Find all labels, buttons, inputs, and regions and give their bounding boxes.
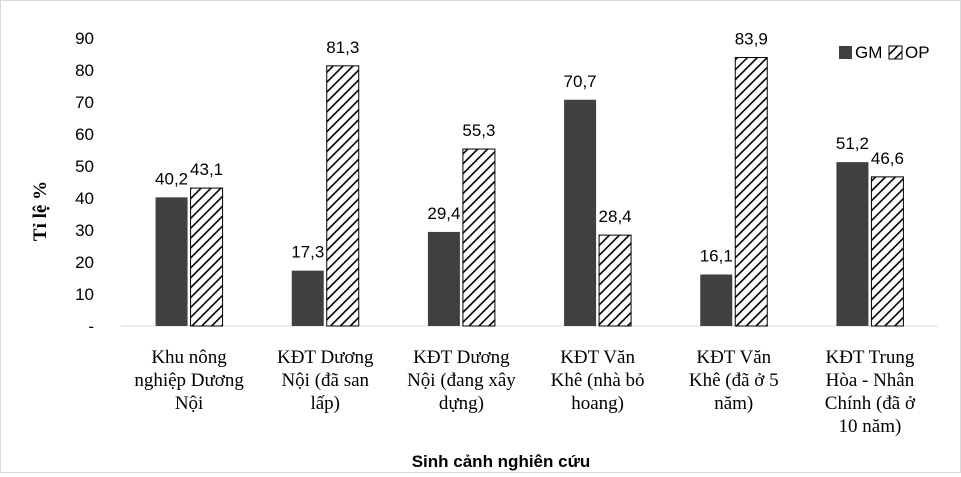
data-label: 81,3 <box>326 38 359 57</box>
y-tick-label: 70 <box>75 93 94 112</box>
bar-op <box>598 234 632 327</box>
legend-label-gm: GM <box>855 43 882 62</box>
data-label: 43,1 <box>190 160 223 179</box>
category-label: KĐT Dương Nội (đã san lấp) <box>277 347 374 414</box>
category-label: KĐT Trung Hòa - Nhân Chính (đã ở 10 năm) <box>825 347 916 437</box>
category-label: KĐT Văn Khê (nhà bỏ hoang) <box>551 347 645 414</box>
bar-op <box>190 187 224 327</box>
y-tick-label: 50 <box>75 157 94 176</box>
bar-gm <box>427 231 460 326</box>
bar-gm <box>291 270 324 326</box>
bar-gm <box>700 274 733 326</box>
legend-label-op: OP <box>905 43 930 62</box>
data-label: 40,2 <box>155 169 188 188</box>
y-tick-label: 10 <box>75 285 94 304</box>
data-label: 83,9 <box>735 30 768 49</box>
y-tick-label: 40 <box>75 189 94 208</box>
bar-op <box>462 148 496 327</box>
legend-swatch-gm <box>839 46 852 59</box>
data-label: 29,4 <box>427 204 460 223</box>
y-axis-title: Tỉ lệ % <box>30 181 51 241</box>
data-label: 46,6 <box>871 149 904 168</box>
y-tick-label: 90 <box>75 29 94 48</box>
data-label: 28,4 <box>599 207 632 226</box>
bar-gm <box>836 162 869 326</box>
bar-op <box>326 65 360 327</box>
y-tick-label: - <box>88 317 94 336</box>
bar-gm <box>155 197 188 326</box>
y-tick-label: 20 <box>75 253 94 272</box>
bar-op <box>870 176 904 327</box>
y-tick-label: 30 <box>75 221 94 240</box>
bar-gm <box>564 99 597 326</box>
category-label: KĐT Dương Nội (đang xây dựng) <box>407 347 516 414</box>
data-label: 16,1 <box>700 246 733 265</box>
data-label: 55,3 <box>462 121 495 140</box>
bar-op <box>734 57 768 327</box>
y-tick-label: 80 <box>75 61 94 80</box>
category-label: Khu nông nghiệp Dương Nội <box>134 347 244 414</box>
x-axis-title: Sinh cảnh nghiên cứu <box>412 452 591 471</box>
legend-swatch-op <box>888 45 903 60</box>
data-label: 70,7 <box>564 72 597 91</box>
axes: - 10 20 30 40 50 60 70 80 90 <box>75 29 938 336</box>
data-label: 51,2 <box>836 134 869 153</box>
data-label: 17,3 <box>291 243 324 262</box>
category-labels: Khu nông nghiệp Dương Nội KĐT Dương Nội (đã … <box>134 347 916 437</box>
legend: GM OP <box>839 43 930 62</box>
data-labels: 40,2 43,1 17,3 81,3 29,4 55,3 70,7 28,4 16,1 83,9… <box>155 30 904 266</box>
bars <box>155 57 904 327</box>
category-label: KĐT Văn Khê (đã ở 5 năm) <box>689 347 779 414</box>
y-tick-label: 60 <box>75 125 94 144</box>
